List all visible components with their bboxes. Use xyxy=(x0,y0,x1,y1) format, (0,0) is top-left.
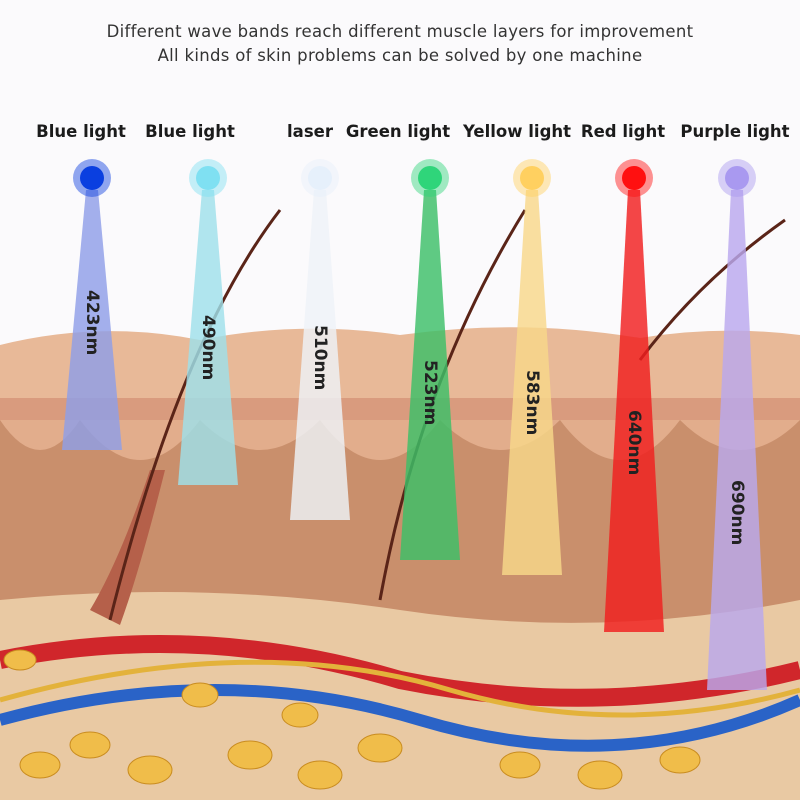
light-label: laser xyxy=(287,122,333,141)
light-beam xyxy=(707,190,767,690)
light-beam xyxy=(604,190,664,632)
light-dot-icon xyxy=(622,166,646,190)
dermal-papillae xyxy=(0,420,800,460)
wavelength-label: 523nm xyxy=(420,360,440,426)
wavelength-label: 510nm xyxy=(310,325,330,391)
light-dot-icon xyxy=(418,166,442,190)
light-dot-icon xyxy=(725,166,749,190)
hair-follicle xyxy=(90,470,165,625)
wavelength-label: 690nm xyxy=(727,480,747,546)
light-label: Red light xyxy=(580,122,666,141)
header-line-2: All kinds of skin problems can be solved… xyxy=(157,46,643,65)
light-beam xyxy=(178,190,238,485)
wavelength-label: 640nm xyxy=(624,410,644,476)
nerve xyxy=(0,659,800,718)
light-beam xyxy=(62,190,122,450)
light-label: Blue light xyxy=(145,122,235,141)
light-dot-icon xyxy=(308,166,332,190)
wavelength-label: 583nm xyxy=(522,370,542,436)
hair-3 xyxy=(638,218,786,361)
light-dot-icon xyxy=(196,166,220,190)
light-label: Blue light xyxy=(36,122,126,141)
light-label: Green light xyxy=(345,122,451,141)
fat-cells xyxy=(3,649,701,790)
light-beam xyxy=(502,190,562,575)
artery xyxy=(0,635,800,707)
cell-layer xyxy=(0,398,800,420)
light-beam xyxy=(290,190,350,520)
light-beam xyxy=(400,190,460,560)
light-dot-icon xyxy=(80,166,104,190)
light-dot-icon xyxy=(520,166,544,190)
vein xyxy=(0,684,800,752)
light-label: Purple light xyxy=(680,122,790,141)
wavelength-label: 423nm xyxy=(82,290,102,356)
epidermis-surface xyxy=(0,327,800,400)
wavelength-label: 490nm xyxy=(198,315,218,381)
header-line-1: Different wave bands reach different mus… xyxy=(106,22,694,41)
light-label: Yellow light xyxy=(462,122,572,141)
